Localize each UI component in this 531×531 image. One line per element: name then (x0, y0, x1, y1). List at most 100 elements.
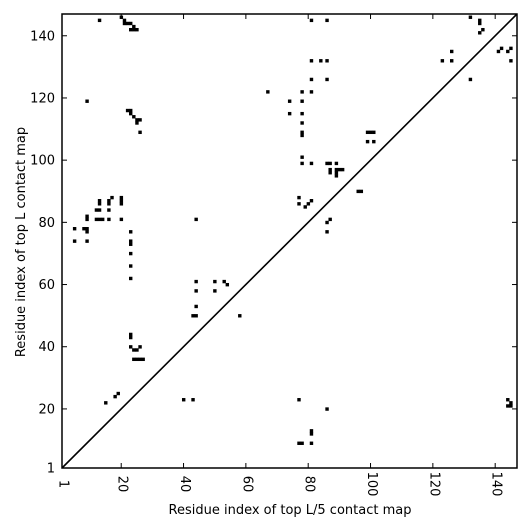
contact-cell (113, 394, 117, 399)
contact-cell (129, 27, 133, 32)
contact-cell (213, 289, 217, 293)
contact-cell (450, 49, 454, 54)
contact-cell (309, 429, 314, 433)
contact-cell (194, 289, 198, 293)
contact-cell (297, 398, 301, 402)
contact-cell (119, 217, 124, 222)
contact-cell (300, 99, 304, 103)
contact-cell (238, 314, 242, 318)
contact-cell (319, 59, 323, 63)
contact-cell (300, 111, 304, 116)
contact-cell (297, 195, 301, 200)
contact-cell (328, 171, 332, 175)
x-tick-label: 60 (239, 476, 254, 493)
contact-cell (125, 108, 130, 113)
x-tick-label: 1 (56, 480, 71, 488)
contact-cell (100, 217, 105, 222)
y-tick-label: 100 (30, 154, 55, 169)
contact-cell (135, 121, 139, 125)
x-tick-label: 140 (489, 472, 504, 497)
contact-cell (309, 161, 314, 166)
contact-cell (328, 217, 332, 222)
contact-cell (325, 59, 329, 63)
contact-cell (328, 167, 332, 172)
x-tick-label: 120 (426, 472, 441, 497)
y-tick-label: 60 (38, 278, 55, 293)
contact-cell (222, 279, 226, 284)
contact-cell (506, 404, 510, 408)
y-axis-label: Residue index of top L contact map (14, 127, 29, 357)
contact-cell (478, 21, 482, 26)
contact-cell (481, 27, 485, 32)
y-tick-label: 140 (30, 29, 55, 44)
y-tick-label: 20 (38, 402, 55, 417)
contact-cell (509, 46, 513, 51)
contact-cell (300, 121, 304, 125)
contact-cell (372, 139, 376, 144)
contact-cell (325, 18, 329, 23)
contact-cell (194, 304, 198, 309)
contact-cell (107, 208, 111, 212)
contact-cell (309, 77, 314, 82)
contact-cell (191, 398, 195, 402)
contact-cell (300, 441, 304, 445)
contact-cell (97, 18, 102, 23)
contact-cell (129, 251, 133, 256)
contact-cell (325, 230, 329, 234)
contact-cell (309, 199, 314, 203)
contact-cell (356, 189, 360, 194)
contact-cell (97, 217, 102, 222)
contact-cell (138, 357, 142, 362)
contact-cell (450, 59, 454, 63)
contact-cell (297, 202, 301, 206)
x-tick-label: 80 (302, 476, 317, 493)
contact-cell (110, 195, 114, 200)
contact-cell (309, 90, 314, 94)
contact-cell (138, 345, 142, 349)
contact-cell (468, 77, 473, 82)
contact-cell (194, 217, 198, 222)
contact-cell (135, 27, 139, 32)
y-tick-label: 120 (30, 91, 55, 106)
contact-cell (309, 432, 314, 436)
contact-cell (125, 21, 130, 26)
contact-cell (306, 202, 311, 206)
contact-cell (97, 199, 102, 203)
x-axis-label: Residue index of top L/5 contact map (169, 503, 412, 518)
contact-cell (132, 115, 136, 119)
contact-cell (85, 217, 89, 222)
contact-cell (82, 227, 86, 231)
contact-cell (499, 46, 504, 51)
contact-cell (506, 398, 510, 402)
contact-cell (129, 332, 133, 337)
contact-cell (132, 27, 136, 32)
contact-cell (132, 348, 136, 352)
contact-cell (325, 407, 329, 411)
y-tick-label: 1 (47, 462, 55, 477)
contact-cell (107, 199, 111, 203)
contact-cell (129, 276, 133, 281)
contact-cell (309, 441, 314, 445)
y-tick-label: 80 (38, 216, 55, 231)
contact-cell (129, 264, 133, 268)
contact-cell (266, 90, 270, 94)
contact-cell (132, 357, 136, 362)
contact-cell (72, 227, 77, 231)
contact-cell (135, 348, 139, 352)
contact-cell (509, 404, 513, 408)
contact-cell (94, 208, 99, 212)
contact-cell (85, 239, 89, 243)
contact-cell (334, 161, 339, 166)
contact-cell (506, 49, 510, 54)
contact-cell (129, 345, 133, 349)
contact-cell (107, 202, 111, 206)
contact-cell (509, 401, 513, 405)
contact-cell (309, 59, 314, 63)
contact-cell (135, 357, 139, 362)
contact-cell (213, 279, 217, 284)
contact-cell (325, 220, 329, 225)
contact-cell (85, 99, 89, 103)
contact-cell (104, 401, 108, 405)
contact-cell (129, 111, 133, 116)
contact-cell (303, 205, 307, 209)
